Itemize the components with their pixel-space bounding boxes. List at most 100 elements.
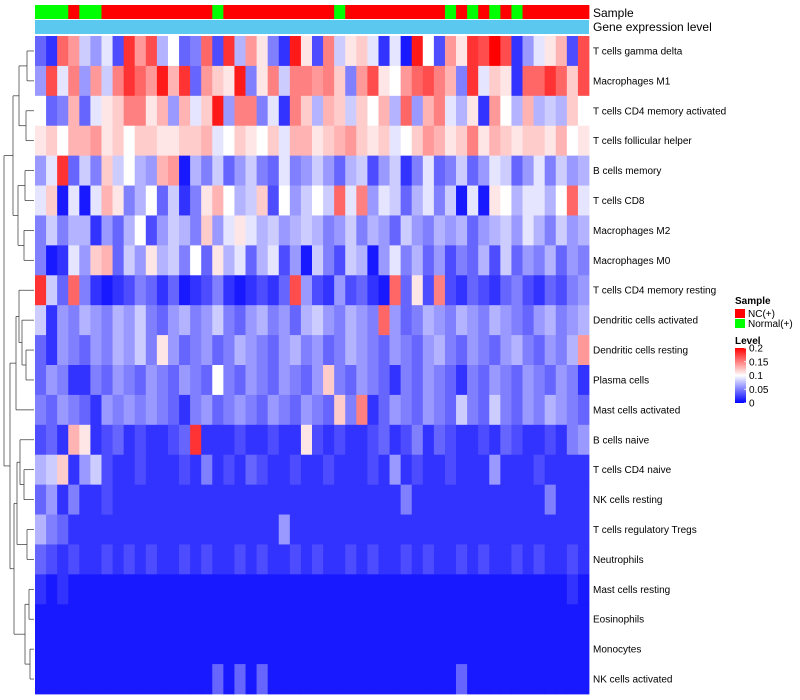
heatmap-cell (289, 424, 302, 456)
heatmap-cell (35, 424, 47, 456)
heatmap-cell (555, 305, 568, 336)
heatmap-cell (278, 155, 291, 186)
heatmap-cell (278, 335, 291, 366)
heatmap-cell (245, 604, 257, 635)
heatmap-cell (190, 185, 202, 216)
heatmap-cell (522, 125, 534, 157)
heatmap-cell (456, 664, 468, 695)
heatmap-cell (256, 484, 269, 515)
heatmap-cell (134, 664, 147, 695)
heatmap-cell (68, 125, 80, 157)
heatmap-cell (101, 125, 113, 157)
heatmap-cell (101, 335, 113, 366)
heatmap-cell (433, 454, 446, 486)
heatmap-cell (389, 574, 402, 605)
heatmap-cell (57, 604, 69, 635)
heatmap-cell (522, 335, 534, 366)
heatmap-cell (90, 514, 102, 545)
heatmap-cell (367, 574, 379, 605)
heatmap-cell (433, 125, 446, 157)
heatmap-cell (411, 65, 424, 97)
heatmap-cell (68, 394, 80, 426)
heatmap-cell (489, 95, 501, 127)
heatmap-cell (444, 215, 457, 246)
sample-annotation-cell (566, 5, 579, 19)
heatmap-cell (90, 634, 102, 665)
heatmap-cell (212, 125, 224, 157)
heatmap-cell (46, 574, 58, 605)
heatmap-cell (467, 95, 479, 127)
heatmap-cell (123, 245, 136, 276)
heatmap-cell (511, 245, 523, 276)
heatmap-cell (389, 604, 402, 635)
heatmap-cell (456, 484, 468, 515)
sample-annotation-cell (156, 5, 169, 19)
heatmap-cell (278, 125, 291, 157)
heatmap-cell (167, 65, 180, 97)
heatmap-cell (35, 305, 47, 336)
heatmap-cell (422, 125, 435, 157)
heatmap-cell (323, 125, 335, 157)
heatmap-cell (334, 125, 346, 157)
heatmap-cell (245, 65, 257, 97)
heatmap-cell (456, 394, 468, 426)
heatmap-cell (566, 95, 579, 127)
heatmap-cell (345, 664, 357, 695)
heatmap-cell (500, 574, 512, 605)
heatmap-cell (511, 125, 523, 157)
heatmap-cell (35, 95, 47, 127)
heatmap-cell (478, 484, 490, 515)
heatmap-cell (456, 514, 468, 545)
heatmap-cell (101, 454, 113, 486)
heatmap-cell (190, 484, 202, 515)
heatmap-cell (123, 514, 136, 545)
heatmap-cell (511, 95, 523, 127)
heatmap-cell (300, 574, 313, 605)
heatmap-cell (422, 514, 435, 545)
heatmap-cell (35, 275, 47, 306)
heatmap-cell (145, 275, 158, 306)
heatmap-cell (400, 424, 413, 456)
heatmap-cell (345, 305, 357, 336)
heatmap-cell (68, 155, 80, 186)
heatmap-cell (112, 634, 125, 665)
heatmap-cell (68, 424, 80, 456)
heatmap-cell (201, 484, 213, 515)
heatmap-cell (334, 484, 346, 515)
heatmap-cell (356, 664, 368, 695)
heatmap-cell (234, 424, 246, 456)
heatmap-cell (323, 574, 335, 605)
heatmap-cell (57, 514, 69, 545)
row-labels: T cells gamma delta Macrophages M1 T cells… (593, 46, 726, 685)
sample-annotation-cell (356, 5, 368, 19)
heatmap-cell (256, 155, 269, 186)
heatmap-cell (345, 604, 357, 635)
heatmap-cell (278, 275, 291, 306)
heatmap-cell (289, 484, 302, 515)
row-label: Mast cells resting (593, 585, 670, 596)
heatmap-cell (289, 664, 302, 695)
sample-annotation-cell (134, 5, 147, 19)
heatmap-cell (312, 454, 324, 486)
heatmap-cell (478, 215, 490, 246)
heatmap-cell (57, 155, 69, 186)
heatmap-cell (411, 245, 424, 276)
heatmap-cell (289, 544, 302, 575)
heatmap-cell (112, 484, 125, 515)
heatmap-cell (323, 36, 335, 67)
heatmap-cell (444, 664, 457, 695)
heatmap-cell (433, 484, 446, 515)
heatmap-cell (323, 335, 335, 366)
heatmap-cell (511, 394, 523, 426)
heatmap-cell (356, 484, 368, 515)
heatmap-cell (511, 634, 523, 665)
heatmap-cell (300, 95, 313, 127)
heatmap-cell (145, 215, 158, 246)
heatmap-cell (179, 275, 191, 306)
heatmap-cell (278, 365, 291, 396)
heatmap-cell (378, 424, 390, 456)
heatmap-cell (267, 155, 280, 186)
heatmap-cell (167, 604, 180, 635)
heatmap-cell (456, 95, 468, 127)
heatmap-cell (190, 394, 202, 426)
